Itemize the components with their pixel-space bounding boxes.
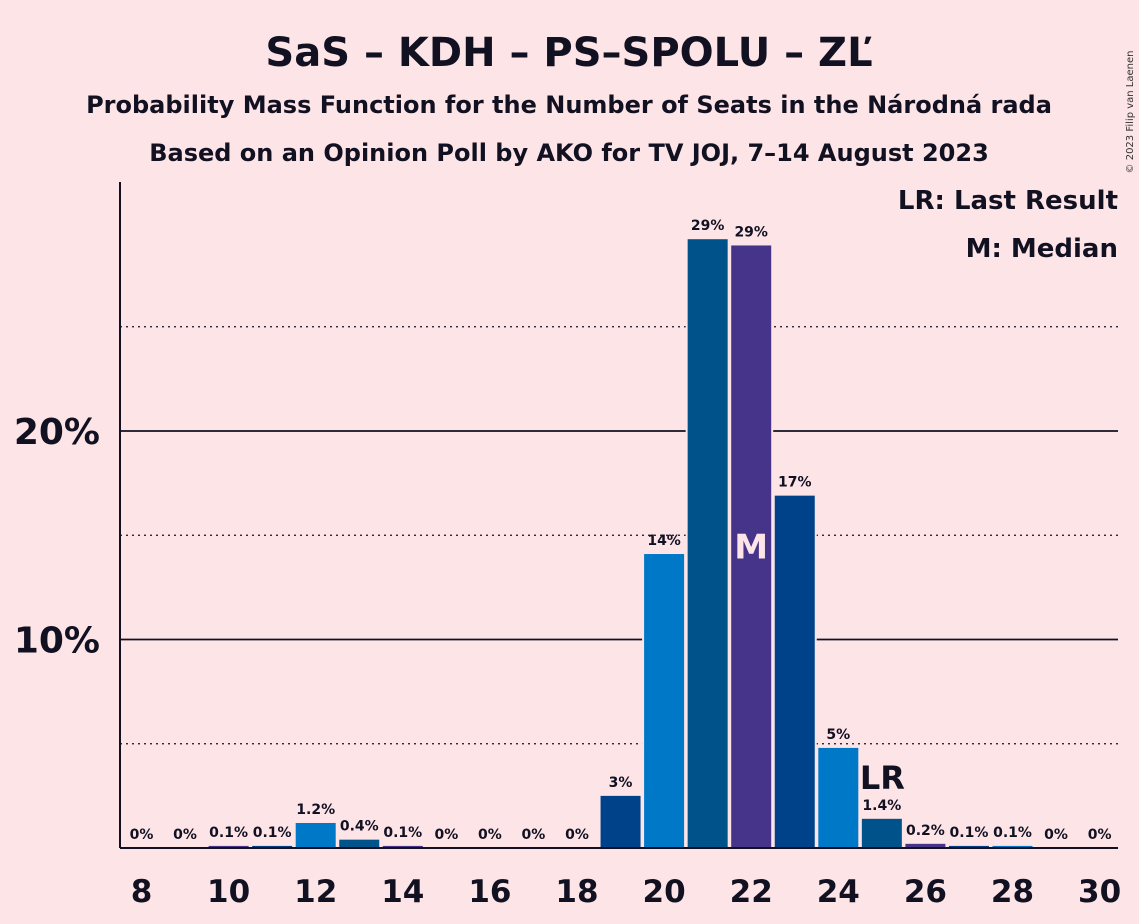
value-label-23: 17%: [778, 475, 812, 491]
bar-28: [992, 845, 1033, 848]
median-marker: M: [734, 528, 768, 568]
y-tick-label: 10%: [14, 621, 100, 662]
legend-median: M: Median: [966, 234, 1118, 264]
x-axis-ticks: 8 10 12 14 16 18 20 22 24 26 28 30: [120, 847, 1121, 910]
bar-21: [687, 239, 728, 849]
value-labels: 0% 0% 0.1% 0.1%1.2%0.4% 0.1% 0% 0% 0% 0%3%14%29%…: [130, 218, 1112, 843]
x-tick-label: 30: [1078, 874, 1121, 910]
value-label-10: 0.1%: [209, 825, 248, 841]
bar-20: [644, 554, 685, 848]
x-tick-label: 28: [991, 874, 1034, 910]
value-label-19: 3%: [609, 775, 633, 791]
value-label-16: 0%: [478, 827, 502, 843]
value-label-8: 0%: [130, 827, 154, 843]
value-label-14: 0.1%: [383, 825, 422, 841]
chart-subtitle: Probability Mass Function for the Number…: [86, 91, 1052, 119]
value-label-13: 0.4%: [340, 819, 379, 835]
legend-last-result: LR: Last Result: [898, 186, 1118, 216]
bar-25: [861, 818, 902, 848]
bar-13: [339, 839, 380, 848]
bar-19: [600, 795, 641, 848]
y-axis-ticks: 10% 20%: [14, 412, 100, 661]
value-label-22: 29%: [734, 224, 768, 240]
last-result-marker: LR: [860, 759, 905, 797]
value-label-17: 0%: [522, 827, 546, 843]
value-label-20: 14%: [647, 533, 681, 549]
bar-23: [774, 495, 815, 848]
value-label-15: 0%: [434, 827, 458, 843]
gridlines: [120, 326, 1118, 745]
chart-source-line: Based on an Opinion Poll by AKO for TV J…: [149, 139, 989, 167]
bar-22: [731, 245, 772, 848]
value-label-26: 0.2%: [906, 823, 945, 839]
chart-title: SaS – KDH – PS–SPOLU – ZĽ: [265, 30, 872, 76]
x-tick-label: 16: [468, 874, 511, 910]
x-tick-label: 18: [555, 874, 598, 910]
bar-26: [905, 843, 946, 848]
value-label-9: 0%: [173, 827, 197, 843]
bar-10: [208, 845, 249, 848]
bar-11: [252, 845, 293, 848]
value-label-28: 0.1%: [993, 825, 1032, 841]
y-tick-label: 20%: [14, 412, 100, 453]
x-tick-label: 26: [904, 874, 947, 910]
value-label-18: 0%: [565, 827, 589, 843]
bar-24: [818, 747, 859, 848]
value-label-29: 0%: [1044, 827, 1068, 843]
x-tick-label: 24: [817, 874, 860, 910]
x-tick-label: 10: [207, 874, 250, 910]
x-tick-label: 22: [730, 874, 773, 910]
copyright-note: © 2023 Filip van Laenen: [1125, 51, 1136, 174]
x-tick-label: 12: [294, 874, 337, 910]
value-label-30: 0%: [1088, 827, 1112, 843]
x-tick-label: 20: [643, 874, 686, 910]
value-label-11: 0.1%: [253, 825, 292, 841]
bars: [206, 237, 1035, 849]
value-label-25: 1.4%: [862, 798, 901, 814]
bar-14: [382, 845, 423, 848]
bar-12: [295, 822, 336, 848]
value-label-24: 5%: [826, 727, 850, 743]
x-tick-label: 8: [131, 874, 153, 910]
value-label-27: 0.1%: [950, 825, 989, 841]
value-label-21: 29%: [691, 218, 725, 234]
bar-27: [948, 845, 989, 848]
value-label-12: 1.2%: [296, 802, 335, 818]
x-tick-label: 14: [381, 874, 424, 910]
